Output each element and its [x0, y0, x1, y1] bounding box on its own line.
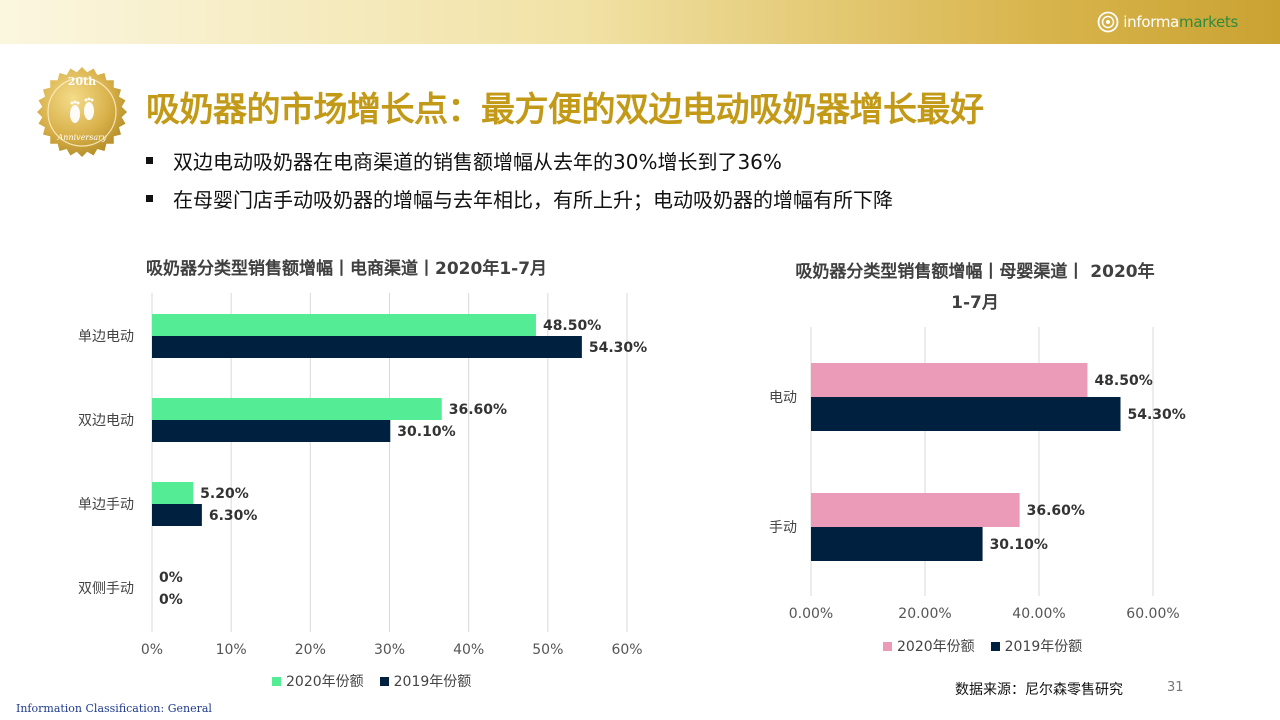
category-label: 双边电动: [78, 413, 134, 429]
classification-label: Information Classification: General: [16, 702, 212, 715]
x-tick-label: 40%: [453, 642, 484, 658]
x-tick-label: 10%: [216, 642, 247, 658]
x-tick-label: 0%: [141, 642, 163, 658]
footprints-icon: [70, 97, 94, 123]
data-label: 0%: [159, 592, 183, 608]
category-label: 电动: [769, 390, 797, 406]
bullet-list: 双边电动吸奶器在电商渠道的销售额增幅从去年的30%增长到了36% 在母婴门店手动…: [146, 152, 893, 228]
bar: [811, 493, 1020, 527]
data-label: 48.50%: [1094, 373, 1152, 389]
header-bar: informamarkets: [0, 0, 1280, 44]
data-label: 5.20%: [200, 486, 249, 502]
badge-text: Anniversary: [57, 133, 107, 142]
bullet-square-icon: [146, 195, 153, 202]
bar: [811, 527, 983, 561]
category-label: 手动: [769, 520, 797, 536]
informa-markets-logo: informamarkets: [1097, 9, 1238, 35]
chart-title-ecommerce: 吸奶器分类型销售额增幅丨电商渠道丨2020年1-7月: [146, 259, 548, 279]
legend-maternal: 2020年份额 2019年份额: [883, 636, 1098, 656]
page-number: 31: [1167, 680, 1184, 695]
data-label: 36.60%: [449, 402, 507, 418]
informa-ring-icon: [1097, 11, 1119, 33]
x-tick-label: 40.00%: [1012, 606, 1065, 622]
bullet-item: 双边电动吸奶器在电商渠道的销售额增幅从去年的30%增长到了36%: [146, 152, 893, 172]
data-label: 6.30%: [209, 508, 258, 524]
bar: [811, 363, 1088, 397]
category-label: 双侧手动: [78, 581, 134, 597]
legend-swatch: [883, 641, 892, 651]
legend-item: 2019年份额: [379, 671, 471, 691]
x-tick-label: 50%: [532, 642, 563, 658]
anniversary-badge: 20th Anniversary: [37, 67, 127, 157]
x-tick-label: 0.00%: [789, 606, 833, 622]
bar: [811, 397, 1121, 431]
data-label: 30.10%: [397, 424, 455, 440]
bar: [152, 420, 391, 442]
data-label: 54.30%: [1128, 407, 1186, 423]
legend-item: 2020年份额: [883, 636, 975, 656]
logo-text: informamarkets: [1123, 13, 1238, 31]
x-tick-label: 20%: [295, 642, 326, 658]
data-label: 54.30%: [589, 340, 647, 356]
x-tick-label: 60.00%: [1126, 606, 1179, 622]
badge-number: 20th: [68, 75, 96, 88]
chart-title-maternal: 吸奶器分类型销售额增幅丨母婴渠道丨 2020年1-7月: [795, 262, 1155, 313]
bullet-item: 在母婴门店手动吸奶器的增幅与去年相比，有所上升；电动吸奶器的增幅有所下降: [146, 190, 893, 210]
data-label: 0%: [159, 570, 183, 586]
data-source: 数据来源：尼尔森零售研究: [955, 682, 1123, 698]
legend-ecommerce: 2020年份额 2019年份额: [272, 671, 487, 691]
x-tick-label: 60%: [611, 642, 642, 658]
legend-swatch: [272, 676, 281, 686]
legend-item: 2020年份额: [272, 671, 364, 691]
data-label: 30.10%: [990, 537, 1048, 553]
category-label: 单边手动: [78, 497, 134, 513]
legend-item: 2019年份额: [990, 636, 1082, 656]
bar: [152, 398, 442, 420]
bar: [152, 314, 536, 336]
legend-swatch: [990, 641, 1000, 651]
bar: [152, 482, 194, 504]
legend-swatch: [379, 676, 389, 686]
page-title: 吸奶器的市场增长点：最方便的双边电动吸奶器增长最好: [146, 90, 984, 130]
bullet-square-icon: [146, 157, 153, 164]
x-tick-label: 30%: [374, 642, 405, 658]
x-tick-label: 20.00%: [898, 606, 951, 622]
category-label: 单边电动: [78, 329, 134, 345]
data-label: 36.60%: [1027, 503, 1085, 519]
bar: [152, 336, 582, 358]
bar: [152, 504, 202, 526]
data-label: 48.50%: [543, 318, 601, 334]
